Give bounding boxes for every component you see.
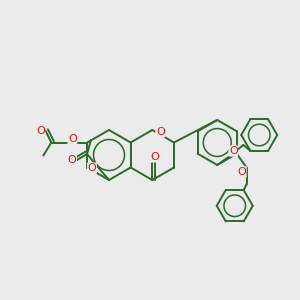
Text: O: O: [237, 167, 246, 177]
Text: O: O: [156, 127, 165, 137]
Text: O: O: [150, 152, 159, 162]
Text: O: O: [68, 134, 77, 145]
Text: O: O: [229, 146, 238, 156]
Text: O: O: [88, 163, 96, 173]
Text: O: O: [36, 125, 45, 136]
Text: O: O: [68, 155, 76, 165]
